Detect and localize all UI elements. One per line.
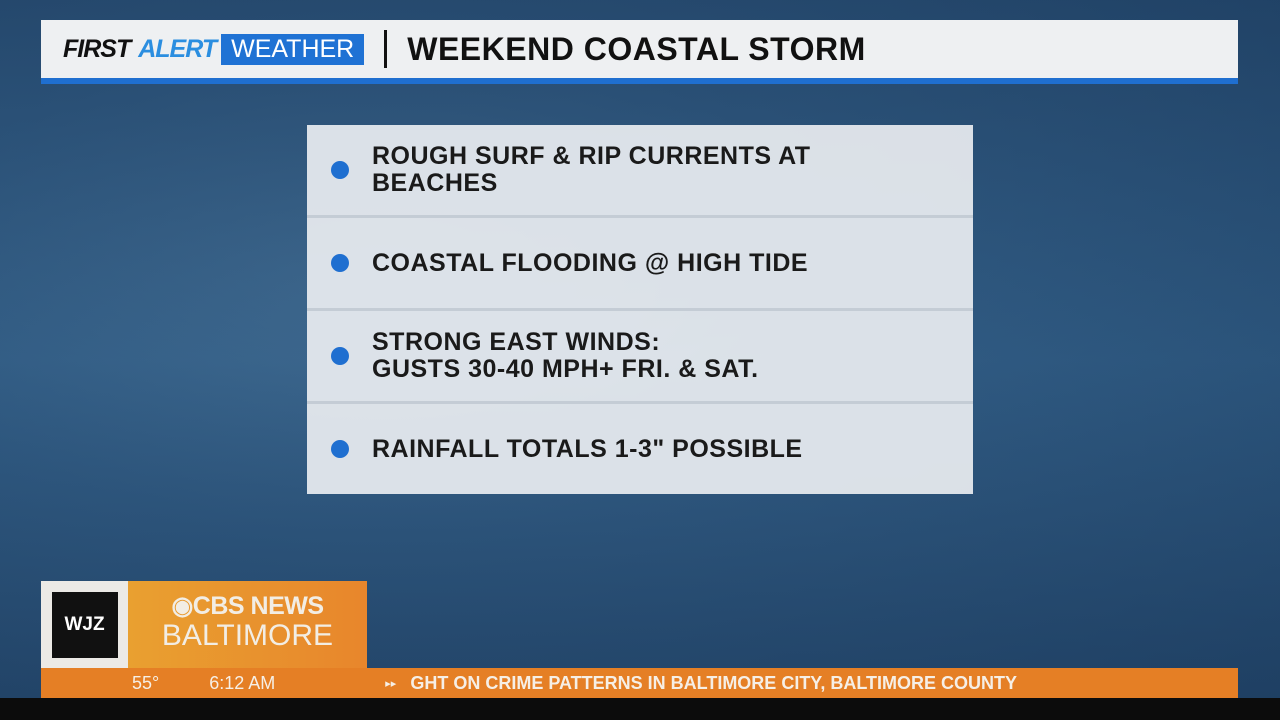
divider <box>384 30 388 68</box>
ticker-headline: GHT ON CRIME PATTERNS IN BALTIMORE CITY,… <box>410 672 1017 693</box>
bullet-icon <box>331 440 349 458</box>
brand-first: FIRST <box>63 34 131 63</box>
bullet-text: BEACHES <box>372 169 498 197</box>
ticker-arrows-icon: ▸▸ <box>385 677 397 690</box>
bottom-bar <box>0 698 1280 720</box>
temperature: 55° <box>132 672 160 693</box>
bullet-text: ROUGH SURF & RIP CURRENTS AT <box>372 142 811 170</box>
brand-weather: WEATHER <box>221 33 365 65</box>
list-item: ROUGH SURF & RIP CURRENTS AT BEACHES <box>307 125 973 218</box>
bullet-panel: ROUGH SURF & RIP CURRENTS AT BEACHES COAS… <box>307 125 973 494</box>
list-item: RAINFALL TOTALS 1-3" POSSIBLE <box>307 404 973 494</box>
bullet-text: RAINFALL TOTALS 1-3" POSSIBLE <box>372 434 803 463</box>
cbs-news-label: ◉CBS NEWS <box>171 592 324 620</box>
city-label: BALTIMORE <box>161 619 334 652</box>
bullet-icon <box>331 161 349 179</box>
bullet-icon <box>331 347 349 365</box>
bullet-icon <box>331 254 349 272</box>
bullet-text: STRONG EAST WINDS: <box>372 328 661 356</box>
cbs-eye-icon: ◉ <box>171 592 193 620</box>
bullet-text: COASTAL FLOODING @ HIGH TIDE <box>372 248 809 277</box>
station-logo: WJZ ◉CBS NEWS BALTIMORE <box>41 581 367 668</box>
clock: 6:12 AM <box>209 672 276 693</box>
bullet-text: GUSTS 30-40 MPH+ FRI. & SAT. <box>372 355 759 383</box>
list-item: STRONG EAST WINDS: GUSTS 30-40 MPH+ FRI. … <box>307 311 973 404</box>
brand-alert: ALERT <box>138 34 217 63</box>
header-bar: FIRST ALERT WEATHER WEEKEND COASTAL STOR… <box>41 20 1238 84</box>
news-ticker: 55° 6:12 AM ▸▸ GHT ON CRIME PATTERNS IN … <box>41 668 1238 698</box>
list-item: COASTAL FLOODING @ HIGH TIDE <box>307 218 973 311</box>
page-title: WEEKEND COASTAL STORM <box>407 30 866 67</box>
wjz-logo: WJZ <box>51 591 118 658</box>
